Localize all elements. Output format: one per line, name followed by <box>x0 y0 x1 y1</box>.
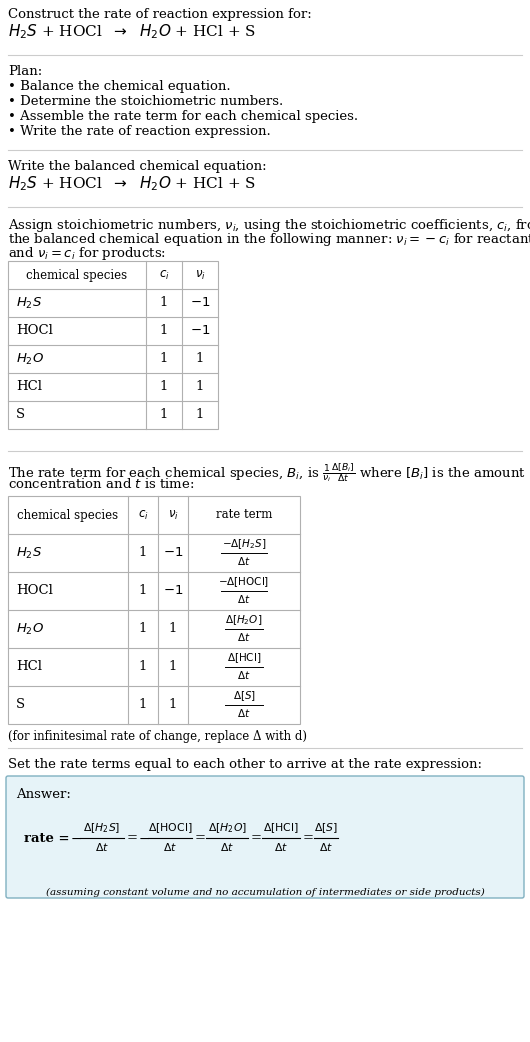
Text: • Balance the chemical equation.: • Balance the chemical equation. <box>8 80 231 93</box>
Text: 1: 1 <box>160 352 168 366</box>
Text: chemical species: chemical species <box>26 269 128 281</box>
Text: • Assemble the rate term for each chemical species.: • Assemble the rate term for each chemic… <box>8 110 358 123</box>
Text: $\Delta t$: $\Delta t$ <box>220 841 234 853</box>
Text: 1: 1 <box>196 408 204 422</box>
Text: $\Delta[\mathrm{HCl}]$: $\Delta[\mathrm{HCl}]$ <box>227 651 261 665</box>
Text: $H_2S$: $H_2S$ <box>16 296 42 311</box>
Text: $H_2O$: $H_2O$ <box>16 351 44 367</box>
Text: $-$: $-$ <box>138 832 149 844</box>
Text: HCl: HCl <box>16 380 42 394</box>
Text: 1: 1 <box>169 622 177 636</box>
Text: 1: 1 <box>139 661 147 673</box>
Text: 1: 1 <box>196 380 204 394</box>
Text: The rate term for each chemical species, $B_i$, is $\frac{1}{\nu_i}\frac{\Delta[: The rate term for each chemical species,… <box>8 461 526 483</box>
Text: $c_i$: $c_i$ <box>138 508 148 522</box>
Text: 1: 1 <box>160 408 168 422</box>
Text: the balanced chemical equation in the following manner: $\nu_i = -c_i$ for react: the balanced chemical equation in the fo… <box>8 231 530 248</box>
Text: $\Delta[H_2S]$: $\Delta[H_2S]$ <box>83 821 121 835</box>
Text: and $\nu_i = c_i$ for products:: and $\nu_i = c_i$ for products: <box>8 245 166 262</box>
Text: 1: 1 <box>160 324 168 338</box>
Text: $H_2S$: $H_2S$ <box>16 545 42 561</box>
Text: $-\Delta[H_2S]$: $-\Delta[H_2S]$ <box>222 538 266 551</box>
Text: Construct the rate of reaction expression for:: Construct the rate of reaction expressio… <box>8 8 312 21</box>
Bar <box>8 496 300 724</box>
Text: $\Delta[S]$: $\Delta[S]$ <box>233 689 255 703</box>
Text: 1: 1 <box>139 585 147 597</box>
Text: HOCl: HOCl <box>16 324 53 338</box>
Text: (for infinitesimal rate of change, replace Δ with d): (for infinitesimal rate of change, repla… <box>8 730 307 743</box>
Text: $-1$: $-1$ <box>190 297 210 309</box>
Text: $\Delta[\mathrm{HCl}]$: $\Delta[\mathrm{HCl}]$ <box>263 821 299 835</box>
Text: $\nu_i$: $\nu_i$ <box>195 269 206 281</box>
Text: =: = <box>127 832 138 844</box>
Text: $\Delta t$: $\Delta t$ <box>95 841 109 853</box>
Text: $\Delta t$: $\Delta t$ <box>237 555 251 567</box>
Text: =: = <box>251 832 262 844</box>
Text: HOCl: HOCl <box>16 585 53 597</box>
Text: $\Delta[H_2O]$: $\Delta[H_2O]$ <box>225 613 263 627</box>
Text: rate term: rate term <box>216 508 272 521</box>
Text: 1: 1 <box>139 698 147 712</box>
Text: $\Delta[S]$: $\Delta[S]$ <box>314 821 338 835</box>
Text: $-$: $-$ <box>70 832 82 844</box>
Text: Set the rate terms equal to each other to arrive at the rate expression:: Set the rate terms equal to each other t… <box>8 758 482 771</box>
Text: $-1$: $-1$ <box>163 585 183 597</box>
Text: 1: 1 <box>160 380 168 394</box>
Text: $\nu_i$: $\nu_i$ <box>167 508 179 522</box>
Text: $\Delta t$: $\Delta t$ <box>237 631 251 643</box>
Text: $H_2O$: $H_2O$ <box>16 621 44 637</box>
Text: $\Delta[H_2O]$: $\Delta[H_2O]$ <box>208 821 246 835</box>
Text: 1: 1 <box>139 622 147 636</box>
Text: $\Delta t$: $\Delta t$ <box>237 669 251 681</box>
Text: concentration and $t$ is time:: concentration and $t$ is time: <box>8 477 195 491</box>
Text: Plan:: Plan: <box>8 65 42 78</box>
Text: 1: 1 <box>139 546 147 560</box>
Text: =: = <box>303 832 314 844</box>
Text: S: S <box>16 408 25 422</box>
Text: $\Delta t$: $\Delta t$ <box>274 841 288 853</box>
Text: rate =: rate = <box>24 832 74 844</box>
Text: $\Delta t$: $\Delta t$ <box>237 593 251 605</box>
Text: (assuming constant volume and no accumulation of intermediates or side products): (assuming constant volume and no accumul… <box>46 888 484 897</box>
Text: $-\Delta[\mathrm{HOCl}]$: $-\Delta[\mathrm{HOCl}]$ <box>218 575 270 589</box>
Text: $\Delta t$: $\Delta t$ <box>163 841 177 853</box>
Text: Assign stoichiometric numbers, $\nu_i$, using the stoichiometric coefficients, $: Assign stoichiometric numbers, $\nu_i$, … <box>8 217 530 234</box>
Text: 1: 1 <box>169 661 177 673</box>
FancyBboxPatch shape <box>6 776 524 898</box>
Text: $c_i$: $c_i$ <box>158 269 170 281</box>
Text: $-1$: $-1$ <box>190 324 210 338</box>
Text: $H_2S$ + HOCl  $\rightarrow$  $H_2O$ + HCl + S: $H_2S$ + HOCl $\rightarrow$ $H_2O$ + HCl… <box>8 22 256 41</box>
Text: $H_2S$ + HOCl  $\rightarrow$  $H_2O$ + HCl + S: $H_2S$ + HOCl $\rightarrow$ $H_2O$ + HCl… <box>8 174 256 193</box>
Text: 1: 1 <box>196 352 204 366</box>
Text: • Determine the stoichiometric numbers.: • Determine the stoichiometric numbers. <box>8 95 283 108</box>
Text: $\Delta[\mathrm{HOCl}]$: $\Delta[\mathrm{HOCl}]$ <box>148 821 192 835</box>
Text: S: S <box>16 698 25 712</box>
Text: Write the balanced chemical equation:: Write the balanced chemical equation: <box>8 160 267 173</box>
Text: $\Delta t$: $\Delta t$ <box>319 841 333 853</box>
Text: $\Delta t$: $\Delta t$ <box>237 708 251 719</box>
Text: 1: 1 <box>169 698 177 712</box>
Bar <box>8 260 218 429</box>
Text: 1: 1 <box>160 297 168 309</box>
Text: Answer:: Answer: <box>16 788 71 801</box>
Text: =: = <box>195 832 206 844</box>
Text: $-1$: $-1$ <box>163 546 183 560</box>
Text: chemical species: chemical species <box>17 508 119 521</box>
Text: • Write the rate of reaction expression.: • Write the rate of reaction expression. <box>8 125 271 138</box>
Text: HCl: HCl <box>16 661 42 673</box>
